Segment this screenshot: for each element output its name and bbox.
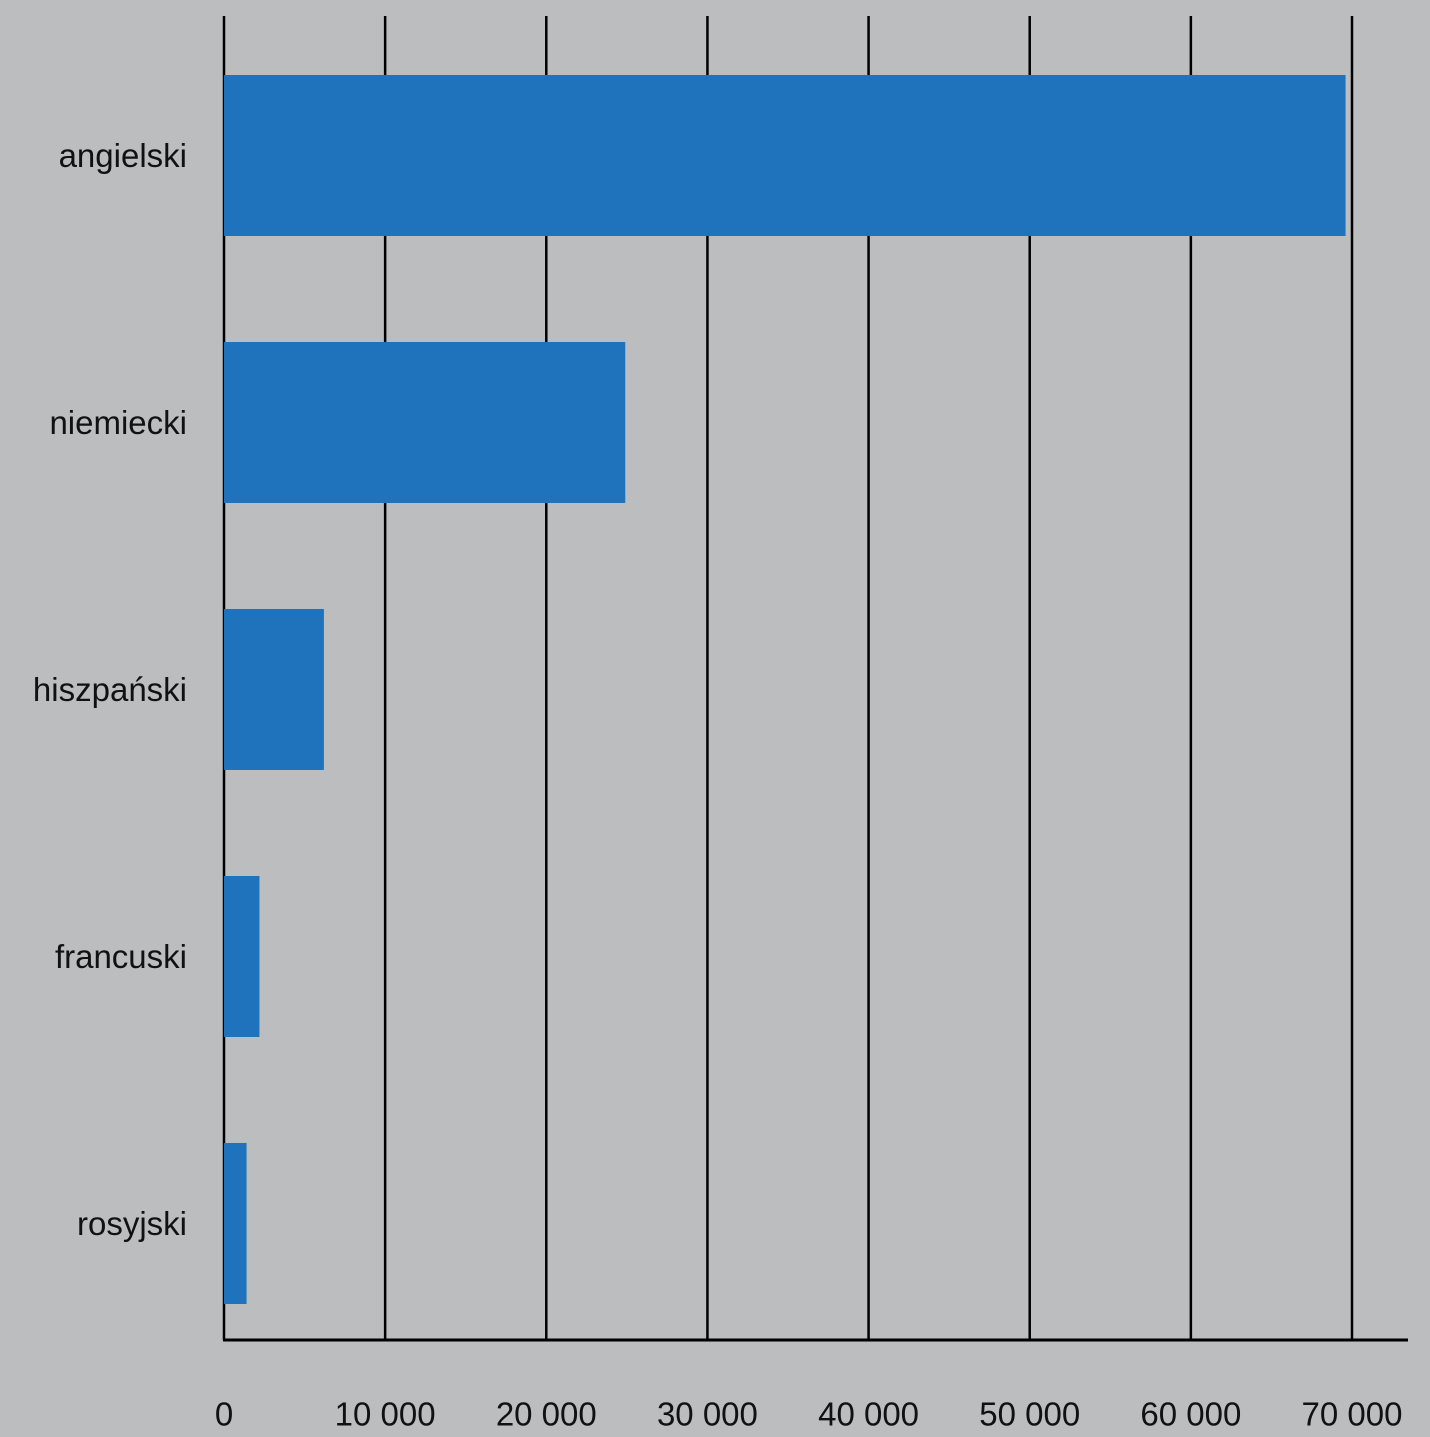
bar-1 [224,342,626,503]
bars [224,75,1346,1304]
category-label: francuski [55,938,187,975]
category-label: niemiecki [49,404,187,441]
bar-2 [224,609,324,770]
category-label: rosyjski [77,1205,187,1242]
x-tick-labels: 0 10 000 20 000 30 000 40 000 50 000 60 000 70 … [215,1396,1403,1433]
grid-lines [222,16,1354,1340]
bar-3 [224,876,260,1037]
x-tick-label: 70 000 [1302,1396,1403,1433]
bar-4 [224,1143,247,1304]
x-tick-label: 60 000 [1140,1396,1241,1433]
category-label: angielski [59,137,187,174]
x-tick-label: 10 000 [335,1396,436,1433]
x-tick-label: 50 000 [979,1396,1080,1433]
x-tick-label: 0 [215,1396,233,1433]
x-tick-label: 40 000 [818,1396,919,1433]
category-label: hiszpański [33,671,187,708]
category-labels: angielski niemiecki hiszpański francuski ros… [33,137,187,1242]
x-tick-label: 20 000 [496,1396,597,1433]
bar-0 [224,75,1346,236]
x-tick-label: 30 000 [657,1396,758,1433]
